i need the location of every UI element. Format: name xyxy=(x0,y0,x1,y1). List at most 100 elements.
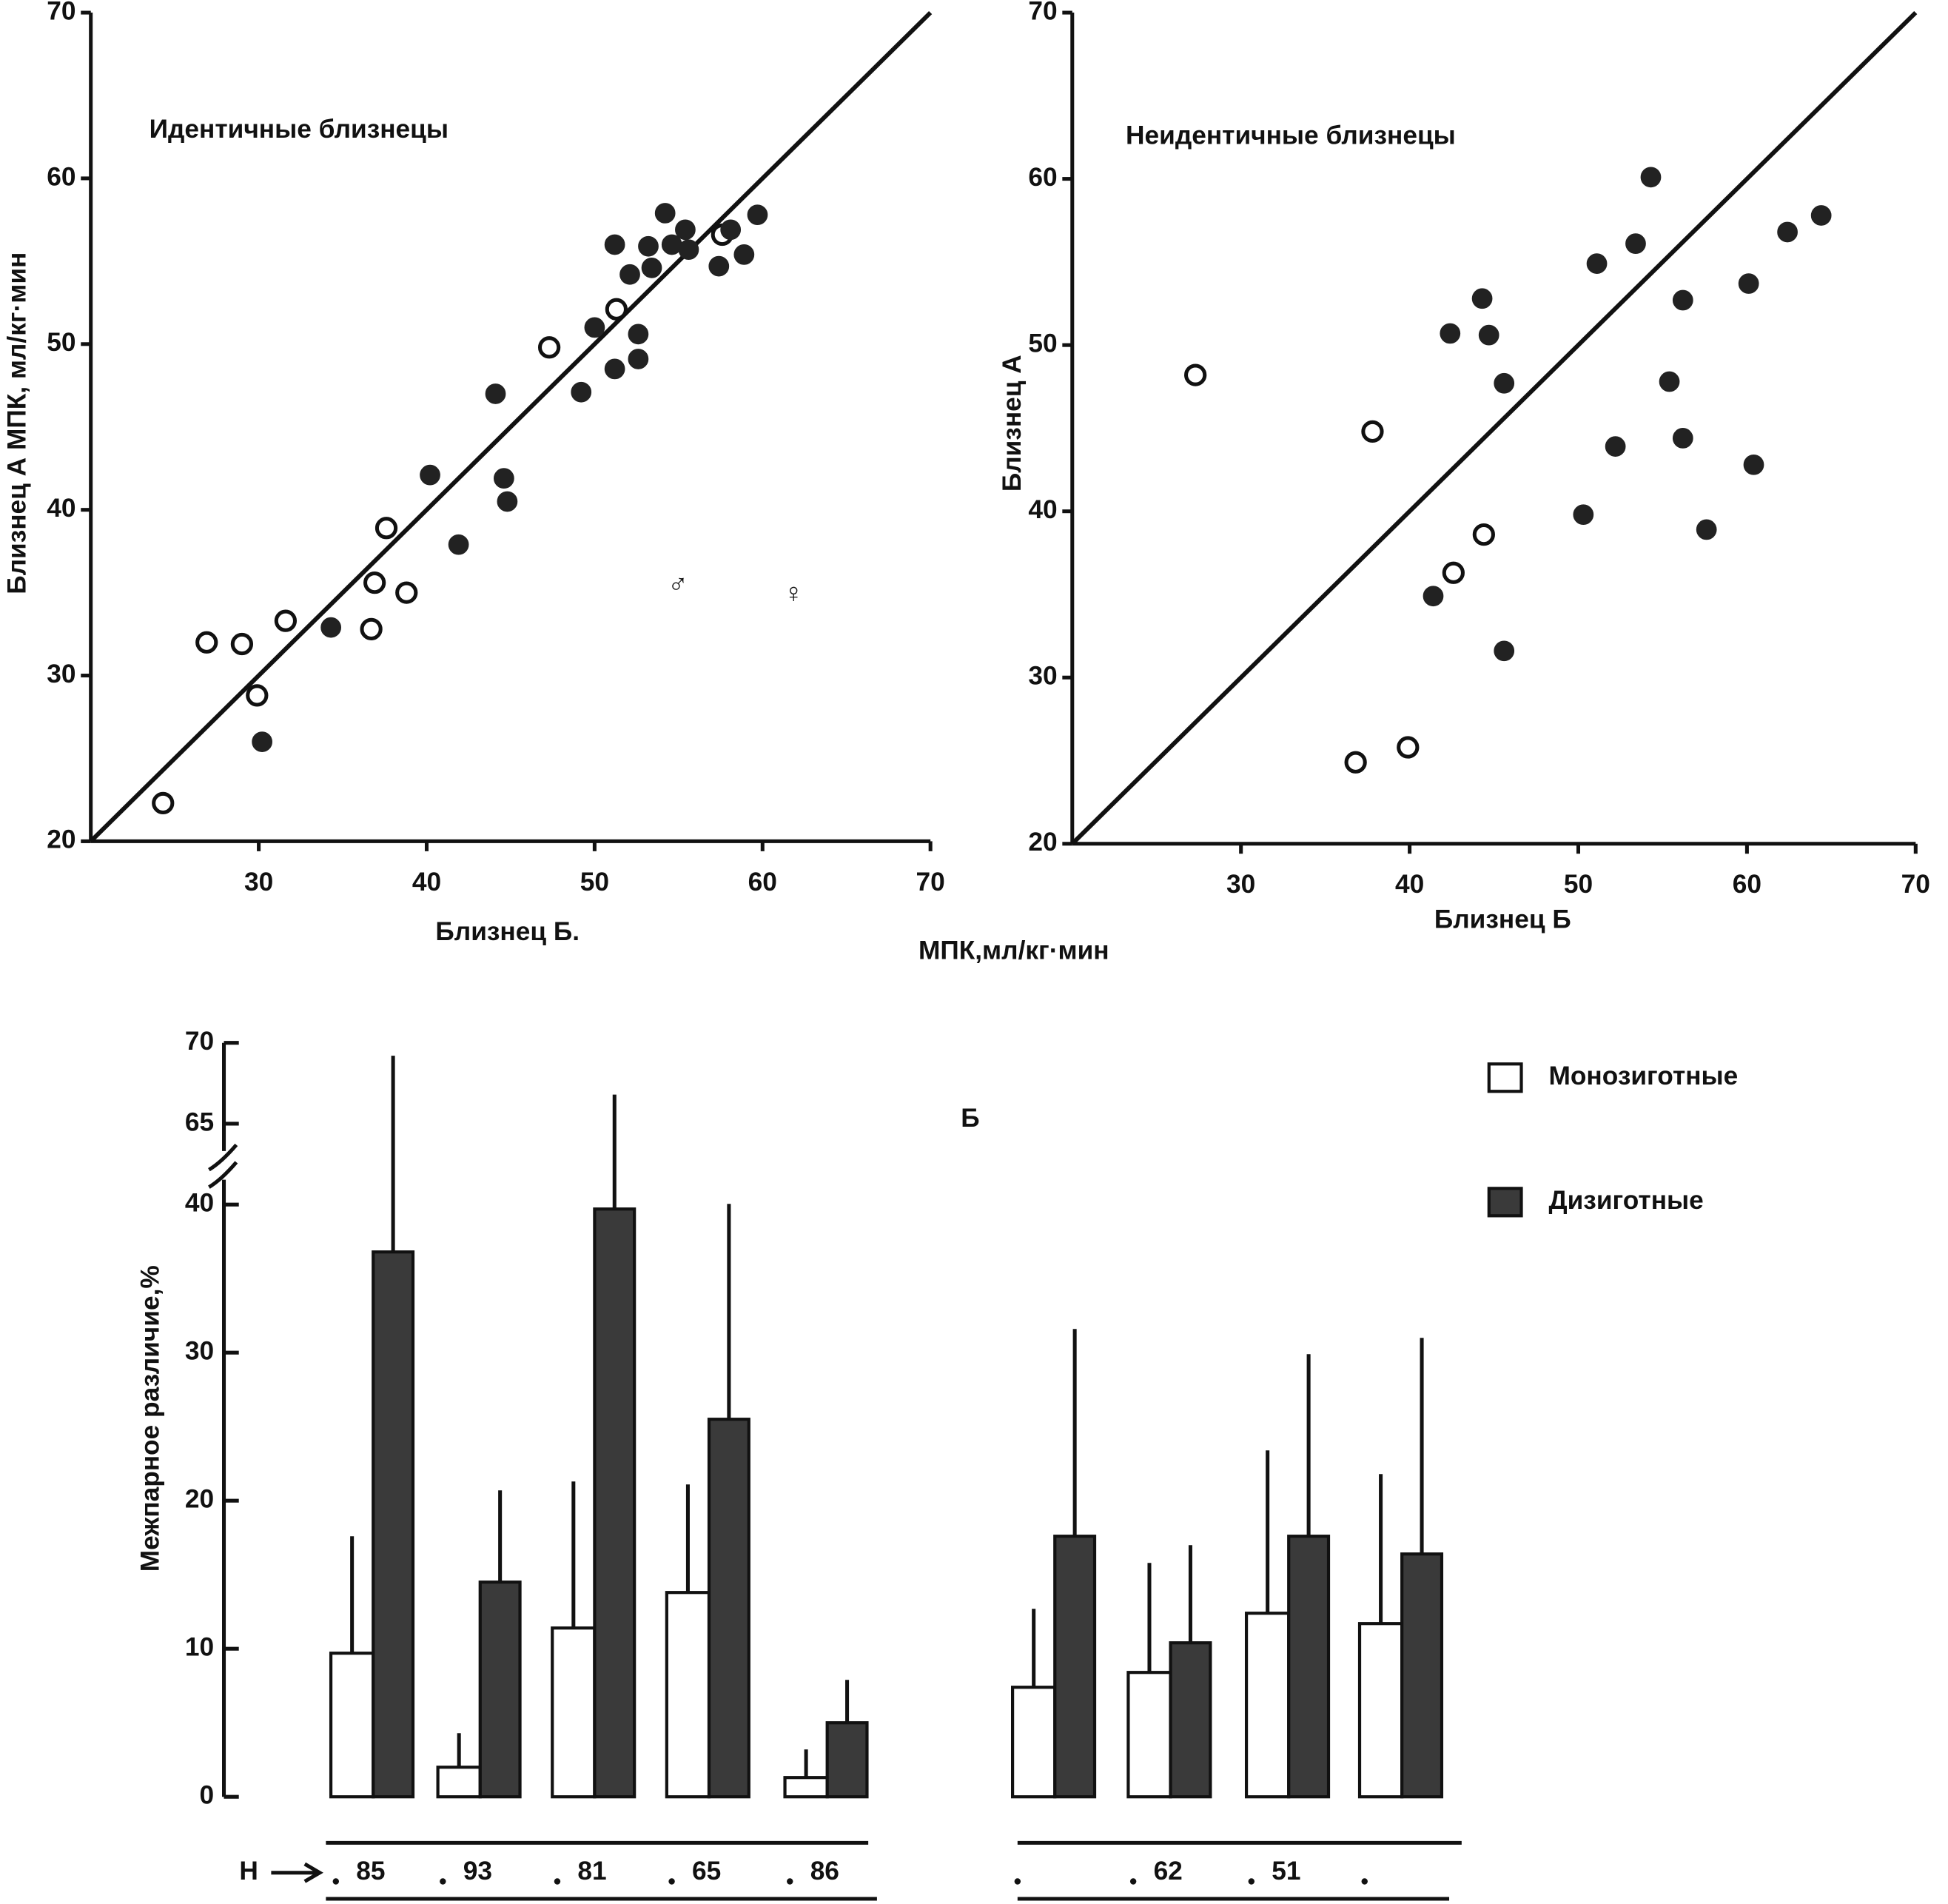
y-tick-label: 65 xyxy=(185,1107,214,1136)
point xyxy=(420,464,440,486)
x-tick-label: 60 xyxy=(748,868,777,896)
point xyxy=(619,264,640,285)
legend-swatch xyxy=(1487,1187,1523,1218)
y-axis-label: Близнец А xyxy=(998,355,1027,492)
y-tick-label: 0 xyxy=(199,1781,214,1810)
point xyxy=(1777,221,1798,243)
x-tick-label: 40 xyxy=(1395,870,1424,899)
bar xyxy=(478,1580,522,1799)
x-tick-label: 30 xyxy=(244,868,273,896)
n-label: 62 xyxy=(1154,1857,1183,1885)
bar xyxy=(825,1721,869,1799)
bar xyxy=(1169,1641,1212,1799)
bullet xyxy=(554,1878,561,1885)
x-tick-label: 60 xyxy=(1733,870,1761,899)
point xyxy=(1440,323,1461,344)
y-tick-label: 50 xyxy=(1028,329,1057,358)
point xyxy=(747,204,768,226)
point xyxy=(485,383,506,404)
bullet xyxy=(787,1878,793,1885)
bar xyxy=(1287,1535,1331,1799)
y-axis-label: Межпарное различие,% xyxy=(135,1265,164,1572)
annotation: ♂ xyxy=(668,568,688,598)
point xyxy=(395,581,418,604)
y-tick-label: 70 xyxy=(185,1027,214,1056)
chart-title: Неидентичные близнецы xyxy=(1126,121,1456,150)
bar xyxy=(707,1418,750,1799)
y-tick-label: 40 xyxy=(47,494,75,523)
y-tick-label: 20 xyxy=(1028,828,1057,857)
arrow xyxy=(271,1862,323,1883)
point xyxy=(1573,504,1594,526)
legend-swatch xyxy=(1487,1062,1523,1093)
x-tick-label: 70 xyxy=(1901,870,1930,899)
point xyxy=(604,234,625,255)
point xyxy=(1625,233,1646,255)
bar xyxy=(1400,1552,1444,1799)
identity-line xyxy=(89,10,933,843)
n-label: 93 xyxy=(463,1857,492,1885)
point xyxy=(493,468,514,489)
bar xyxy=(783,1776,829,1799)
bar xyxy=(1126,1671,1172,1799)
point xyxy=(708,255,730,277)
point xyxy=(1605,436,1626,457)
bar xyxy=(329,1652,375,1799)
point xyxy=(1471,288,1493,309)
y-tick-label: 60 xyxy=(1028,163,1057,192)
point xyxy=(584,317,605,338)
n-label: 86 xyxy=(810,1857,839,1885)
x-tick-label: 40 xyxy=(412,868,441,896)
bullet xyxy=(1014,1878,1021,1885)
point xyxy=(1344,751,1367,774)
point xyxy=(654,203,676,224)
point xyxy=(360,617,383,640)
y-tick-label: 30 xyxy=(1028,662,1057,691)
y-tick-label: 20 xyxy=(47,825,75,854)
point xyxy=(720,219,742,241)
point xyxy=(1743,454,1764,475)
n-label: 65 xyxy=(692,1857,721,1885)
shared-x-label: МПК,мл/кг·мин xyxy=(918,936,1109,965)
bullet xyxy=(440,1878,446,1885)
y-tick-label: 30 xyxy=(185,1337,214,1366)
bar xyxy=(372,1250,415,1799)
point xyxy=(1672,289,1693,311)
point xyxy=(274,609,298,632)
bar xyxy=(593,1207,637,1799)
point xyxy=(537,336,561,359)
bar xyxy=(436,1766,482,1799)
x-tick-label: 30 xyxy=(1226,870,1255,899)
x-tick-label: 70 xyxy=(916,868,945,896)
y-tick-label: 30 xyxy=(47,660,75,688)
bullet xyxy=(1248,1878,1255,1885)
point xyxy=(604,358,625,380)
point xyxy=(605,298,628,321)
y-tick-label: 40 xyxy=(1028,495,1057,524)
point xyxy=(1361,420,1384,443)
y-tick-label: 40 xyxy=(185,1189,214,1218)
y-tick-label: 10 xyxy=(185,1633,214,1662)
point xyxy=(641,257,662,278)
n-label: 81 xyxy=(577,1857,606,1885)
point xyxy=(230,632,254,656)
point xyxy=(448,534,469,555)
point xyxy=(1397,736,1420,759)
bar xyxy=(1011,1686,1057,1799)
y-tick-label: 20 xyxy=(185,1485,214,1514)
point xyxy=(675,219,696,241)
n-label: 85 xyxy=(356,1857,385,1885)
y-tick-label: 50 xyxy=(47,328,75,357)
y-tick-label: 60 xyxy=(47,162,75,191)
point xyxy=(1738,273,1759,294)
point xyxy=(1696,519,1717,540)
identity-line xyxy=(1070,10,1918,845)
point xyxy=(1494,640,1515,662)
point xyxy=(195,631,218,654)
point xyxy=(320,617,342,638)
bullet xyxy=(1361,1878,1368,1885)
n-prefix: Н xyxy=(239,1857,258,1885)
bar xyxy=(551,1626,597,1799)
bar xyxy=(1357,1622,1404,1799)
